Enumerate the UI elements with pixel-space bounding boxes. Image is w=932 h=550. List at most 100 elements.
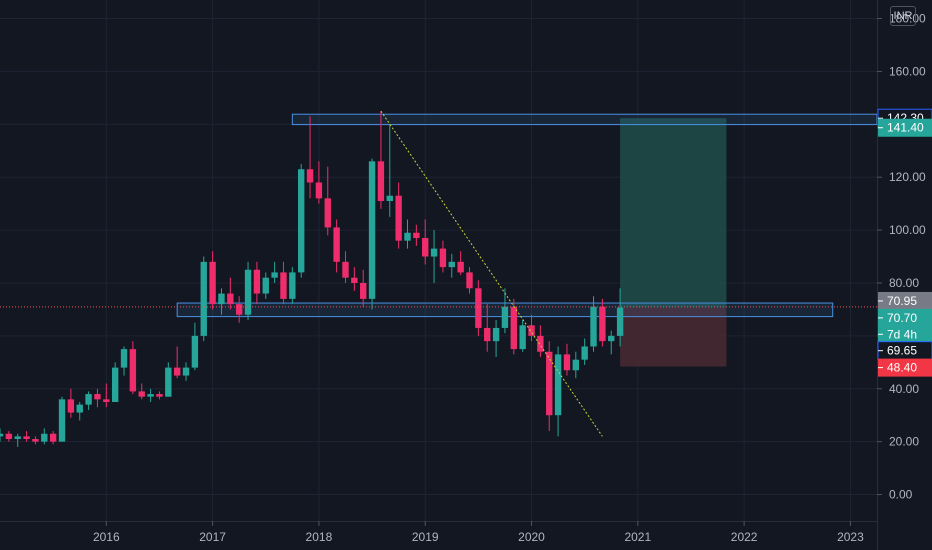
y-tick-label: 20.00 [889,435,919,449]
currency-badge[interactable]: INR [890,6,916,26]
candle-down [138,383,145,400]
resistance-zone[interactable] [291,113,878,126]
candle-body [475,288,482,328]
y-tick-label: 180.00 [889,12,926,26]
candle-down [395,182,402,249]
candle-down [315,161,323,204]
candle-up [519,320,526,352]
candle-up [14,433,21,447]
candle-up [120,346,128,376]
candle-body [572,359,579,371]
candle-down [439,240,447,273]
candle-up [501,288,509,334]
candle-body [0,433,4,437]
candle-up [41,428,48,445]
candle-body [360,282,367,299]
y-tick-label: 40.00 [889,382,919,396]
candle-body [563,354,571,371]
risk-area[interactable] [620,307,727,367]
candle-body [280,272,287,299]
candle-up [58,396,66,442]
candle-down [377,111,385,209]
candle-body [218,293,225,305]
price-tag: 7d 4h [878,325,932,344]
candles [0,111,624,447]
candle-body [227,293,234,305]
candle-up [386,124,393,217]
candle-body [377,161,385,201]
candle-body [466,272,473,289]
candle-up [590,296,597,352]
candle-body [333,227,340,262]
candle-body [554,354,562,416]
drawings[interactable] [0,110,877,437]
candle-body [599,306,606,342]
candle-body [32,439,39,442]
candle-down [475,280,482,336]
candle-up [182,362,190,381]
y-tick-label: 120.00 [889,170,926,184]
position-tool[interactable] [620,118,727,367]
candle-body [156,394,163,397]
candle-body [289,272,296,299]
candle-down [227,277,234,310]
x-tick-label: 2019 [412,530,439,544]
candle-body [5,433,13,440]
candle-body [439,248,447,268]
candle-body [76,404,83,413]
candle-body [448,261,455,268]
reward-area[interactable] [620,118,727,308]
candle-body [492,327,500,342]
candle-down [599,298,606,347]
candle-body [581,346,588,360]
price-tag-box [878,358,932,377]
time-axis[interactable]: 2016 2017 2018 2019 2020 2021 2022 2023 [93,521,864,544]
candle-down [209,251,216,310]
price-tag-box [878,118,932,137]
candle-body [253,269,261,294]
candle-body [129,349,137,392]
candle-body [23,436,30,440]
candle-body [191,335,199,368]
candle-up [430,230,438,283]
candle-down [546,341,553,432]
candle-body [244,269,252,315]
candle-up [165,362,172,397]
candle-body [413,232,420,239]
candle-body [58,399,66,442]
candle-body [510,306,517,350]
candle-down [94,388,101,408]
price-tag-label: 141.40 [887,121,924,135]
price-tag: 141.40 [878,118,932,137]
candle-up [0,428,4,442]
price-tag-box [878,325,932,344]
candle-body [519,325,526,350]
candle-up [262,272,269,299]
candle-up [191,322,199,371]
candle-up [492,320,500,358]
candle-up [244,261,252,321]
candle-body [235,304,243,315]
candle-up [111,362,119,402]
price-tag-box [878,291,932,310]
candle-down [235,296,243,323]
price-tag-label: 7d 4h [887,327,917,341]
candle-body [49,433,57,442]
y-tick-label: 0.00 [889,488,913,502]
trendline[interactable] [380,110,603,437]
candle-body [457,261,464,273]
y-tick-label: 160.00 [889,64,926,78]
candle-body [41,433,48,442]
candle-body [173,367,181,376]
candle-down [563,343,571,376]
candle-body [94,394,101,400]
candle-up [572,351,579,379]
y-tick-label: 100.00 [889,223,926,237]
candle-up [368,158,376,310]
candle-down [103,383,110,408]
y-tick-label: 80.00 [889,276,919,290]
price-tag-label: 70.70 [887,311,917,325]
candle-down [280,261,287,305]
